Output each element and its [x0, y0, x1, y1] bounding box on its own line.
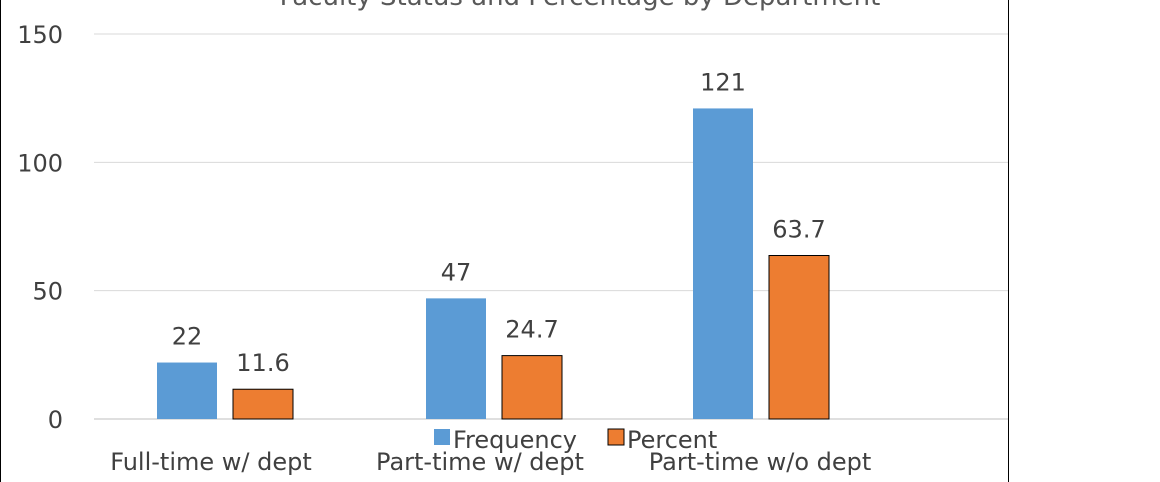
category-label-2: Part-time w/o dept — [649, 448, 872, 476]
data-label-percent-2: 63.7 — [772, 216, 825, 244]
y-tick-label-100: 100 — [17, 149, 63, 177]
data-label-percent-0: 11.6 — [236, 349, 289, 377]
data-label-frequency-2: 121 — [700, 68, 746, 96]
bar-frequency-1 — [426, 298, 486, 419]
bar-percent-2 — [768, 255, 830, 420]
legend-label-percent: Percent — [627, 426, 717, 454]
chart-title: Faculty Status and Percentage by Departm… — [0, 0, 1160, 12]
category-label-1: Part-time w/ dept — [376, 448, 584, 476]
data-label-frequency-0: 22 — [172, 323, 203, 351]
y-tick-label-50: 50 — [32, 278, 63, 306]
left-divider — [0, 0, 1, 482]
y-tick-label-150: 150 — [17, 21, 63, 49]
gridlines — [94, 33, 1008, 292]
bar-frequency-2 — [693, 108, 753, 419]
category-axis-labels: Full-time w/ dept Part-time w/ dept Part-t… — [110, 448, 871, 476]
right-divider — [1008, 0, 1009, 482]
data-label-percent-1: 24.7 — [505, 316, 558, 344]
data-label-frequency-1: 47 — [441, 258, 472, 286]
data-labels: 22 11.6 47 24.7 121 63.7 — [172, 68, 826, 377]
bar-percent-0 — [232, 388, 294, 420]
legend: Frequency Percent — [434, 426, 717, 454]
y-tick-label-0: 0 — [48, 406, 63, 434]
legend-swatch-frequency — [434, 429, 450, 445]
bars — [157, 108, 830, 420]
bar-percent-1 — [501, 355, 563, 420]
y-axis-ticks: 0 50 100 150 — [17, 21, 63, 434]
legend-label-frequency: Frequency — [453, 426, 577, 454]
category-label-0: Full-time w/ dept — [110, 448, 312, 476]
legend-swatch-percent — [607, 428, 625, 446]
bar-frequency-0 — [157, 362, 217, 419]
